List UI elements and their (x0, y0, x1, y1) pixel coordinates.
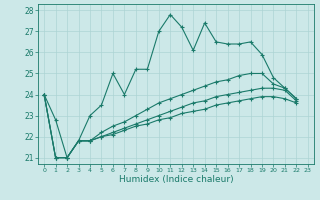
X-axis label: Humidex (Indice chaleur): Humidex (Indice chaleur) (119, 175, 233, 184)
